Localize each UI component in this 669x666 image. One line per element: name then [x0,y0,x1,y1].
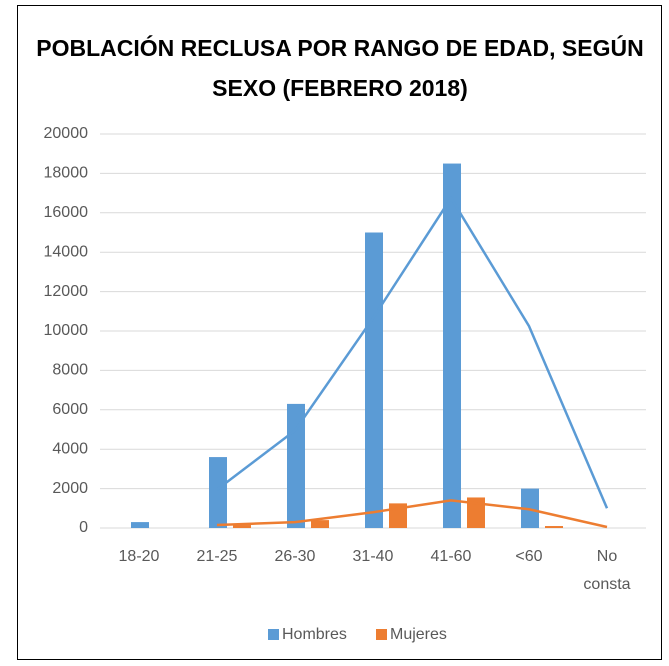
bar [209,457,227,528]
y-tick-label: 0 [79,519,88,536]
y-tick-label: 20000 [44,125,89,142]
x-tick-label: 21-25 [197,548,238,565]
x-tick-label: <60 [515,548,542,565]
bar [311,520,329,528]
y-tick-label: 16000 [44,204,89,221]
x-tick-label: 41-60 [431,548,472,565]
bar [287,403,305,528]
trend-line [216,499,608,529]
bar [365,232,383,528]
y-tick-label: 12000 [44,283,89,300]
bar [131,522,149,528]
x-tick-label: 31-40 [353,548,394,565]
y-tick-label: 14000 [44,243,89,260]
chart-title: POBLACIÓN RECLUSA POR RANGO DE EDAD, SEG… [36,34,643,101]
legend-label: Mujeres [390,626,447,643]
legend-label: Hombres [282,626,347,643]
legend-swatch [376,629,387,640]
y-tick-label: 6000 [52,401,88,418]
legend-swatch [268,629,279,640]
bar [443,163,461,529]
bar [545,526,563,528]
trend-line [216,195,609,509]
x-tick-label: No consta [583,548,630,593]
x-tick-label: 18-20 [119,548,160,565]
bar [233,525,251,528]
y-tick-label: 10000 [44,322,89,339]
bar [467,497,485,528]
y-tick-label: 8000 [52,362,88,379]
y-tick-label: 2000 [52,480,88,497]
x-tick-label: 26-30 [275,548,316,565]
chart-border [17,5,662,660]
y-tick-label: 4000 [52,440,88,457]
y-tick-label: 18000 [44,165,89,182]
